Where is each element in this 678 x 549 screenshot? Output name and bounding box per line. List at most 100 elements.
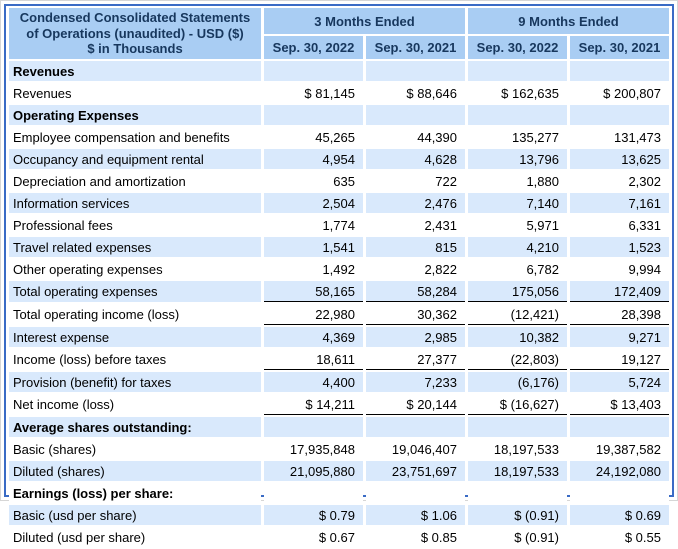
section-row: Earnings (loss) per share:: [9, 483, 669, 503]
cell-value: [570, 61, 669, 81]
cell-value: 2,985: [366, 327, 465, 347]
cell-value: $ 81,145: [264, 83, 363, 103]
table-row: Provision (benefit) for taxes 4,400 7,233(…: [9, 372, 669, 392]
cell-value: 19,127: [570, 349, 669, 370]
row-label: Depreciation and amortization: [9, 171, 261, 191]
cell-value: [264, 61, 363, 81]
row-label: Employee compensation and benefits: [9, 127, 261, 147]
cell-value: 1,523: [570, 237, 669, 257]
cell-value: 6,782: [468, 259, 567, 279]
cell-value: [468, 105, 567, 125]
cell-value: 815: [366, 237, 465, 257]
cell-value: $ 20,144: [366, 394, 465, 415]
cell-value: [468, 417, 567, 437]
cell-value: 21,095,880: [264, 461, 363, 481]
cell-value: $ 1.06: [366, 505, 465, 525]
cell-value: $ 0.79: [264, 505, 363, 525]
cell-value: 19,387,582: [570, 439, 669, 459]
cell-value: 1,492: [264, 259, 363, 279]
table-title-line: $ in Thousands: [87, 41, 183, 57]
cell-value: 2,476: [366, 193, 465, 213]
table-row: Diluted (shares) 21,095,880 23,751,697 18,1…: [9, 461, 669, 481]
cell-value: 135,277: [468, 127, 567, 147]
row-label: Diluted (usd per share): [9, 527, 261, 547]
cell-value: $ (0.91): [468, 527, 567, 547]
date-header-row: Sep. 30, 2022 Sep. 30, 2021 Sep. 30, 202…: [9, 36, 669, 59]
cell-value: $ (0.91): [468, 505, 567, 525]
section-row: Operating Expenses: [9, 105, 669, 125]
cell-value: 1,774: [264, 215, 363, 235]
table-row: Net income (loss) $ 14,211 $ 20,144 $ (16,6…: [9, 394, 669, 415]
row-label: Revenues: [9, 61, 261, 81]
table-title-line: Condensed Consolidated Statements: [19, 9, 251, 25]
cell-value: 4,369: [264, 327, 363, 347]
cell-value: (12,421): [468, 304, 567, 325]
cell-value: [366, 61, 465, 81]
cell-value: 4,400: [264, 372, 363, 392]
cell-value: 9,994: [570, 259, 669, 279]
cell-value: 2,822: [366, 259, 465, 279]
cell-value: 635: [264, 171, 363, 191]
table-row: Professional fees 1,774 2,431 5,971 6,331: [9, 215, 669, 235]
row-label: Basic (shares): [9, 439, 261, 459]
cell-value: $ 0.69: [570, 505, 669, 525]
col-header-date-3m-2022: Sep. 30, 2022: [264, 36, 363, 59]
cell-value: 10,382: [468, 327, 567, 347]
cell-value: $ 200,807: [570, 83, 669, 103]
cell-value: 5,724: [570, 372, 669, 392]
cell-value: $ 13,403: [570, 394, 669, 415]
cell-value: $ 0.55: [570, 527, 669, 547]
col-header-date-3m-2021: Sep. 30, 2021: [366, 36, 465, 59]
section-row: Average shares outstanding:: [9, 417, 669, 437]
cell-value: 131,473: [570, 127, 669, 147]
cell-value: $ 88,646: [366, 83, 465, 103]
row-label: Diluted (shares): [9, 461, 261, 481]
cell-value: 722: [366, 171, 465, 191]
cell-value: 2,431: [366, 215, 465, 235]
col-group-9-months: 9 Months Ended: [468, 8, 669, 34]
row-label: Earnings (loss) per share:: [9, 483, 261, 503]
table-row: Total operating expenses 58,165 58,284 175,…: [9, 281, 669, 302]
cell-value: 4,954: [264, 149, 363, 169]
cell-value: 2,504: [264, 193, 363, 213]
row-label: Operating Expenses: [9, 105, 261, 125]
col-group-3-months: 3 Months Ended: [264, 8, 465, 34]
cell-value: 30,362: [366, 304, 465, 325]
statements-table: Condensed Consolidated Statements of Ope…: [6, 6, 672, 549]
cell-value: $ (16,627): [468, 394, 567, 415]
col-header-date-9m-2022: Sep. 30, 2022: [468, 36, 567, 59]
table-row: Employee compensation and benefits 45,265…: [9, 127, 669, 147]
cell-value: [570, 105, 669, 125]
row-label: Income (loss) before taxes: [9, 349, 261, 370]
table-body: Revenues Revenues $ 81,145 $ 88,646 $ 162,63…: [9, 61, 669, 547]
cell-value: $ 162,635: [468, 83, 567, 103]
table-title: Condensed Consolidated Statements of Ope…: [9, 8, 261, 59]
cell-value: [570, 483, 669, 503]
cell-value: 1,880: [468, 171, 567, 191]
section-row: Revenues: [9, 61, 669, 81]
cell-value: $ 0.85: [366, 527, 465, 547]
row-label: Provision (benefit) for taxes: [9, 372, 261, 392]
cell-value: 4,628: [366, 149, 465, 169]
table-row: Interest expense 4,369 2,985 10,382 9,271: [9, 327, 669, 347]
cell-value: 18,611: [264, 349, 363, 370]
table-row: Total operating income (loss) 22,980 30,36…: [9, 304, 669, 325]
col-header-date-9m-2021: Sep. 30, 2021: [570, 36, 669, 59]
table-title-line: of Operations (unaudited) - USD ($): [26, 25, 244, 41]
table-row: Revenues $ 81,145 $ 88,646 $ 162,635 $ 200,8…: [9, 83, 669, 103]
cell-value: 6,331: [570, 215, 669, 235]
cell-value: 44,390: [366, 127, 465, 147]
cell-value: [264, 105, 363, 125]
cell-value: 18,197,533: [468, 439, 567, 459]
cell-value: [468, 483, 567, 503]
cell-value: 13,625: [570, 149, 669, 169]
table-row: Diluted (usd per share) $ 0.67 $ 0.85 $ (0.…: [9, 527, 669, 547]
cell-value: 23,751,697: [366, 461, 465, 481]
table-row: Basic (shares) 17,935,848 19,046,407 18,197…: [9, 439, 669, 459]
cell-value: 58,284: [366, 281, 465, 302]
cell-value: (22,803): [468, 349, 567, 370]
row-label: Interest expense: [9, 327, 261, 347]
cell-value: 58,165: [264, 281, 363, 302]
table-row: Travel related expenses 1,541 815 4,210 1,52…: [9, 237, 669, 257]
cell-value: 7,140: [468, 193, 567, 213]
